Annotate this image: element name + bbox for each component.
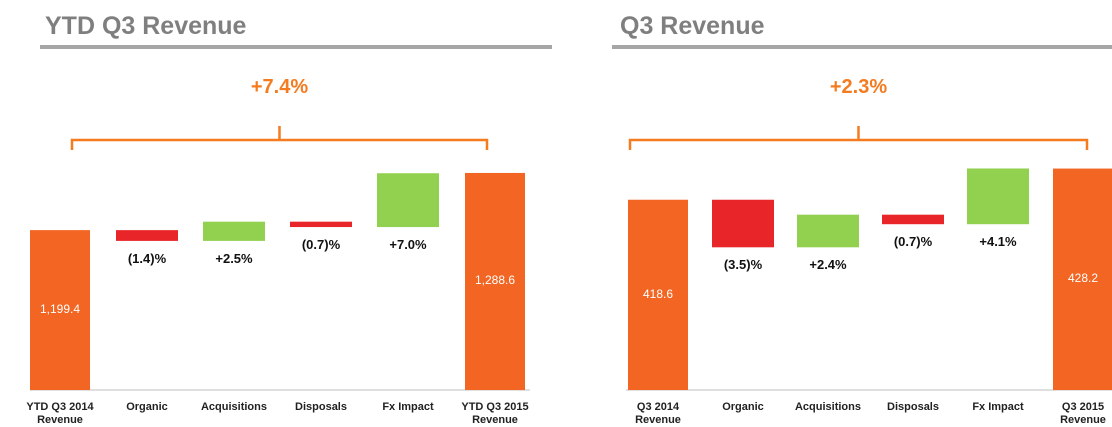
x-tick-label: Q3 2014 Revenue	[635, 401, 681, 426]
value-label: 1,199.4	[39, 302, 81, 317]
x-tick-label: YTD Q3 2014 Revenue	[26, 401, 94, 426]
change-bar	[797, 214, 859, 248]
value-label: 428.2	[1067, 271, 1099, 286]
x-tick-label: Disposals	[295, 401, 347, 413]
value-label: +7.0%	[389, 237, 427, 253]
total-bar	[1053, 168, 1112, 390]
x-tick-label: Disposals	[887, 401, 939, 413]
x-tick-label: YTD Q3 2015 Revenue	[461, 401, 529, 426]
title-rule	[612, 45, 1112, 49]
growth-annotation: +2.3%	[829, 76, 888, 98]
x-tick-label: Fx Impact	[972, 401, 1024, 413]
x-tick-label: Q3 2015 Revenue	[1060, 401, 1106, 426]
bracket	[628, 126, 1089, 150]
chart-title: YTD Q3 Revenue	[45, 12, 247, 40]
value-label: 418.6	[642, 286, 674, 301]
x-tick-label: Fx Impact	[382, 401, 434, 413]
value-label: 1,288.6	[474, 273, 516, 288]
total-bar	[628, 199, 688, 390]
bracket	[70, 126, 489, 150]
value-label: (1.4)%	[127, 250, 167, 266]
x-tick-label: Acquisitions	[200, 401, 267, 413]
change-bar	[377, 173, 439, 228]
value-label: (3.5)%	[723, 257, 763, 273]
change-bar	[882, 214, 944, 225]
x-tick-label: Acquisitions	[794, 401, 861, 413]
value-label: +2.4%	[809, 257, 847, 273]
total-bar	[30, 230, 90, 390]
value-label: (0.7)%	[893, 234, 933, 250]
total-bar	[465, 172, 525, 390]
value-label: +4.1%	[979, 234, 1017, 250]
x-tick-label: Organic	[722, 401, 764, 413]
x-tick-label: Organic	[126, 401, 168, 413]
value-label: +2.5%	[215, 250, 253, 266]
growth-annotation: +7.4%	[250, 76, 309, 98]
change-bar	[712, 199, 774, 248]
change-bar	[116, 230, 178, 241]
value-label: (0.7)%	[301, 237, 341, 253]
change-bar	[290, 221, 352, 228]
change-bar	[203, 221, 265, 241]
title-rule	[40, 45, 552, 49]
chart-title: Q3 Revenue	[620, 12, 765, 40]
change-bar	[967, 168, 1029, 225]
